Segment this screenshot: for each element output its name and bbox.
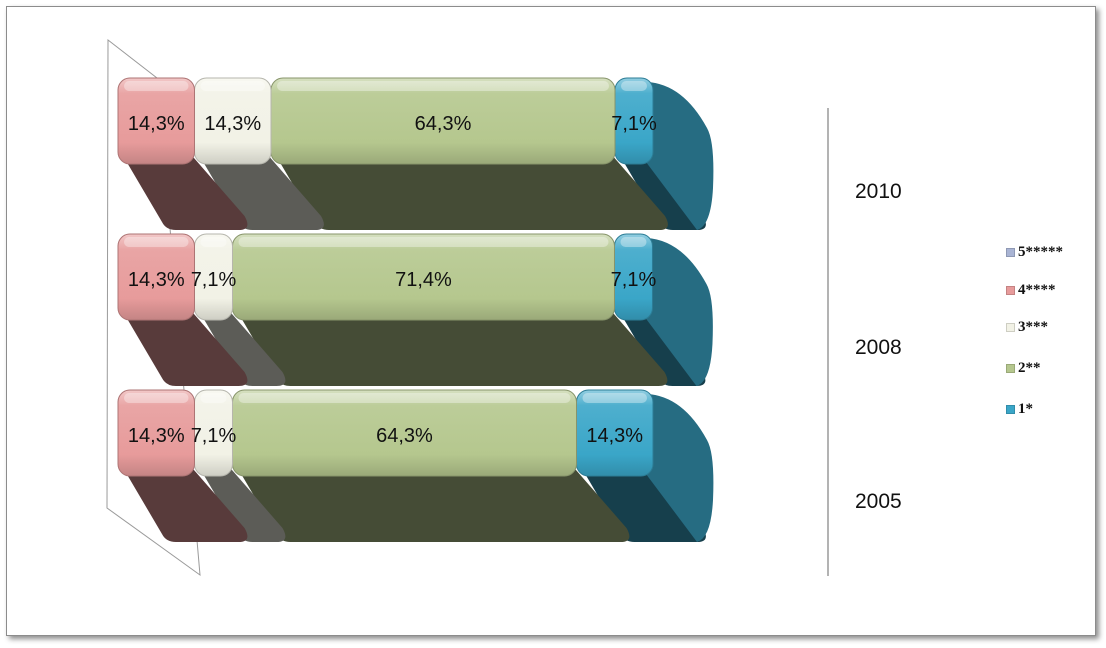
- bar-end-cap: [643, 394, 714, 542]
- legend-item-3starstarstar: 3***: [1006, 316, 1048, 338]
- bar-segment-2005-1star: [575, 389, 714, 542]
- category-label-2008: 2008: [855, 336, 902, 359]
- legend-swatch: [1006, 404, 1015, 414]
- legend-item-2starstar: 2**: [1006, 357, 1041, 379]
- data-label: 14,3%: [128, 425, 185, 447]
- bar-depth-face: [580, 466, 706, 542]
- legend-label: 4****: [1018, 281, 1056, 298]
- bar-segment-2005-2starstar: [231, 389, 630, 542]
- bar-depth-face: [236, 466, 630, 542]
- bar-segment-2008-4starstarstarstar: [117, 233, 248, 386]
- data-label: 14,3%: [128, 269, 185, 291]
- data-label: 71,4%: [395, 269, 452, 291]
- legend-swatch: [1006, 363, 1015, 373]
- bar-depth-face: [122, 466, 248, 542]
- data-label-group: 7,1% 64,3% 14,3% 14,3% 7,1% 71,4% 7,1% 14,3% 14,…: [128, 113, 657, 447]
- bar-highlight: [238, 237, 609, 247]
- chart-back-wall: [106, 38, 201, 577]
- legend-label: 5*****: [1018, 243, 1063, 260]
- category-axis: 2010 2008 2005: [827, 108, 902, 576]
- bar-depth-face: [122, 154, 248, 230]
- bar-highlight: [200, 237, 227, 247]
- legend-label: 3***: [1018, 318, 1048, 335]
- bar-highlight: [621, 81, 647, 91]
- legend-label: 2**: [1018, 359, 1041, 376]
- legend-item-5starstarstarstarstar: 5*****: [1006, 241, 1063, 263]
- bar-highlight: [124, 237, 189, 247]
- bar-depth-face: [275, 154, 668, 230]
- legend-label: 1*: [1018, 400, 1033, 417]
- bar-highlight: [620, 237, 647, 247]
- bar-segment-2008-3starstarstar: [194, 233, 286, 386]
- data-label: 64,3%: [415, 113, 472, 135]
- bar-segment-2010-4starstarstarstar: [117, 77, 248, 230]
- bar-end-cap: [643, 82, 714, 230]
- bar-depth-face: [122, 310, 248, 386]
- bar-segment-2005-4starstarstarstar: [117, 389, 248, 542]
- bar-depth-face: [198, 310, 286, 386]
- legend-swatch: [1006, 285, 1015, 295]
- bar-depth-face: [198, 466, 286, 542]
- bar-front-face: [117, 389, 196, 477]
- data-label: 64,3%: [376, 425, 433, 447]
- data-label: 7,1%: [611, 113, 657, 135]
- data-label: 14,3%: [204, 113, 261, 135]
- data-label: 7,1%: [611, 269, 657, 291]
- bar-end-cap: [642, 238, 713, 386]
- bar-highlight: [124, 393, 189, 403]
- legend-swatch: [1006, 322, 1015, 332]
- category-label-2010: 2010: [855, 180, 902, 203]
- legend-item-1star: 1*: [1006, 398, 1033, 420]
- bar-segment-2008-2starstar: [231, 233, 668, 386]
- bar-depth-face: [236, 310, 668, 386]
- bar-highlight: [200, 393, 227, 403]
- bar-highlight: [238, 393, 571, 403]
- bar-segment-2005-3starstarstar: [194, 389, 286, 542]
- bar-highlight: [124, 81, 189, 91]
- bar-segment-2010-1star: [614, 77, 714, 230]
- bar-front-face: [117, 233, 196, 321]
- category-label-2005: 2005: [855, 490, 902, 513]
- data-label: 14,3%: [586, 425, 643, 447]
- bar-front-face: [117, 77, 196, 165]
- bar-highlight: [582, 393, 647, 403]
- bar-segment-2010-2starstar: [270, 77, 668, 230]
- legend-item-4starstarstarstar: 4****: [1006, 279, 1056, 301]
- bar-series-group: [117, 77, 714, 542]
- bar-highlight: [200, 81, 266, 91]
- bar-segment-2010-3starstarstar: [194, 77, 324, 230]
- data-label: 7,1%: [191, 425, 237, 447]
- bar-segment-2008-1star: [613, 233, 713, 386]
- back-wall-outline: [106, 38, 201, 577]
- bar-depth-face: [198, 154, 324, 230]
- bar-highlight: [277, 81, 610, 91]
- data-label: 14,3%: [128, 113, 185, 135]
- legend-swatch: [1006, 247, 1015, 257]
- data-label: 7,1%: [191, 269, 237, 291]
